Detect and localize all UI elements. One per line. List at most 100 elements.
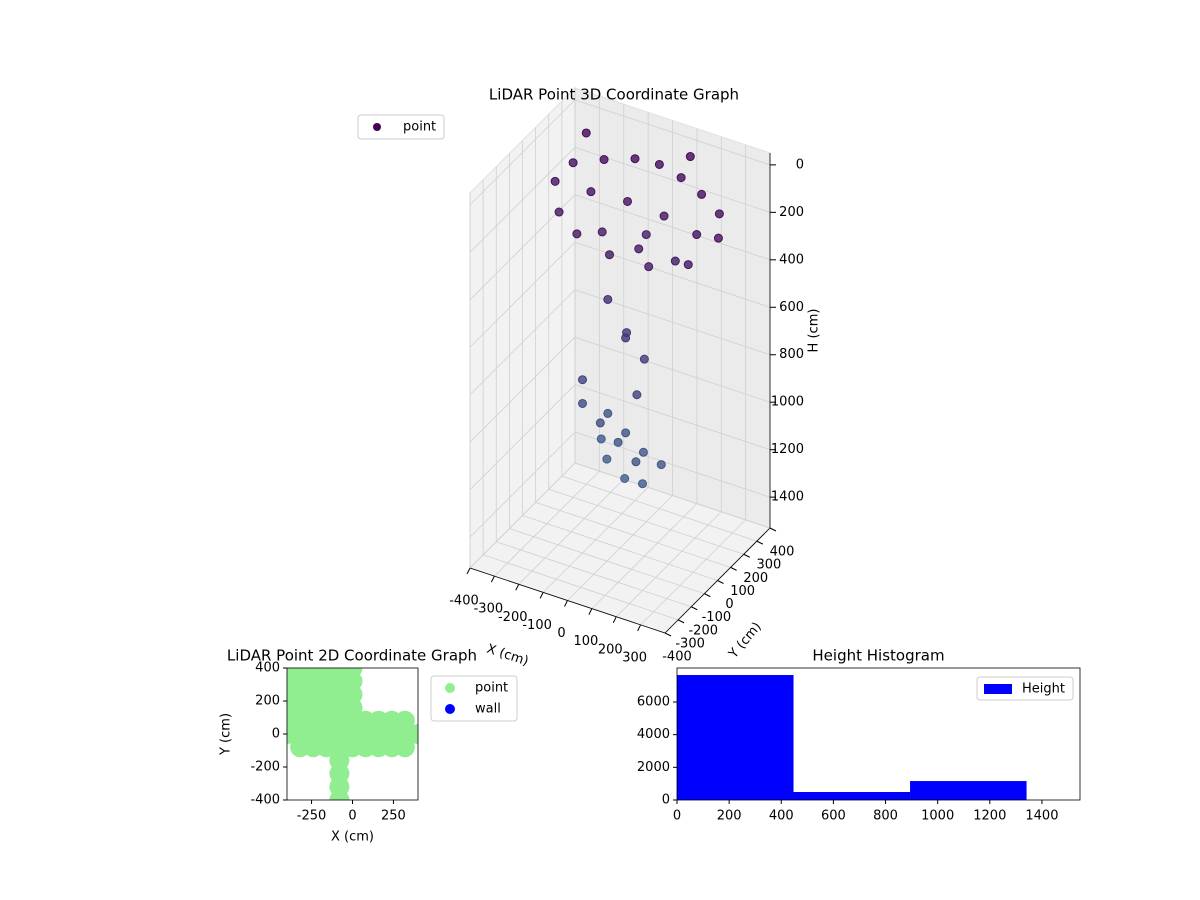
y-tick-label: 400: [770, 545, 795, 560]
grid-line: [469, 241, 576, 348]
y-tick: [717, 580, 724, 584]
y-tick-label: 0: [662, 793, 670, 808]
y-tick: [756, 540, 764, 545]
grid-line: [535, 501, 731, 568]
data-point: [605, 250, 614, 260]
x-tick: [539, 592, 544, 599]
x-axis-label: X (cm): [331, 830, 374, 845]
y-tick-label: 2000: [637, 760, 670, 775]
y-tick: [769, 527, 777, 532]
data-point: [638, 479, 647, 489]
chart-title: LiDAR Point 2D Coordinate Graph: [227, 647, 477, 665]
data-point: [638, 447, 648, 457]
axis-line: [664, 527, 771, 634]
y-tick-label: 200: [743, 571, 768, 586]
x-tick: [564, 600, 568, 607]
y-tick-label: 200: [255, 694, 280, 709]
data-point: [613, 437, 623, 447]
y-tick-label: -400: [662, 650, 692, 665]
x-tick-label: 250: [381, 809, 406, 824]
x-tick: [490, 575, 495, 583]
data-point: [683, 260, 693, 270]
data-point: [623, 196, 632, 206]
x-tick-label: -300: [474, 602, 504, 617]
data-point: [639, 354, 649, 364]
x-tick-label: -400: [449, 594, 479, 609]
x-tick-label: 200: [717, 809, 742, 824]
data-point: [697, 189, 707, 199]
z-tick-label: 1000: [771, 395, 804, 410]
x-tick: [466, 567, 471, 575]
x-tick-label: 1000: [921, 809, 954, 824]
y-tick: [677, 619, 685, 624]
y-tick-label: -200: [688, 623, 718, 638]
x-tick: [515, 584, 520, 591]
data-point: [568, 158, 578, 168]
data-point: [578, 398, 587, 408]
x-tick-label: 0: [348, 809, 356, 824]
data-point: [622, 328, 632, 338]
z-tick-label: 800: [779, 347, 804, 362]
x-tick-label: 300: [622, 650, 647, 665]
data-point: [656, 460, 666, 470]
x-tick-label: 600: [821, 809, 846, 824]
legend-marker: [445, 683, 455, 693]
data-point: [620, 474, 630, 484]
data-point: [595, 418, 605, 428]
legend-label: point: [475, 681, 508, 696]
data-point: [394, 737, 415, 758]
y-tick-label: 0: [725, 597, 733, 612]
grid-line: [482, 554, 679, 621]
data-point: [641, 230, 651, 240]
legend-box: [976, 676, 1074, 701]
grid-line: [469, 147, 576, 253]
legend-marker: [373, 123, 381, 131]
grid-line: [496, 541, 692, 608]
data-point: [654, 159, 664, 169]
data-point: [692, 230, 702, 240]
data-point: [554, 207, 564, 217]
y-tick-label: -100: [702, 610, 732, 625]
grid-line: [574, 336, 771, 403]
y-tick: [691, 606, 698, 611]
data-point: [597, 227, 607, 237]
x-tick-label: 400: [769, 809, 794, 824]
axes-frame: [676, 667, 1081, 801]
data-point: [572, 229, 582, 239]
grid-line: [469, 384, 576, 490]
data-point: [685, 152, 695, 162]
legend-marker: [445, 704, 455, 714]
y-tick-label: 4000: [637, 727, 670, 742]
data-point: [581, 128, 591, 138]
y-tick: [704, 593, 711, 598]
x-tick-label: 100: [573, 634, 598, 649]
data-point: [621, 428, 631, 438]
x-tick-label: -200: [498, 610, 528, 625]
data-point: [644, 262, 654, 272]
z-tick-label: 400: [779, 252, 804, 267]
axis-line: [469, 567, 666, 634]
y-tick-label: -300: [675, 636, 705, 651]
x-tick: [612, 616, 617, 623]
data-point: [603, 294, 613, 304]
data-point: [634, 244, 644, 254]
grid-line: [574, 194, 771, 261]
x-tick-label: 200: [598, 642, 623, 657]
data-point: [659, 211, 669, 221]
grid-line: [574, 384, 771, 451]
y-tick-label: 0: [272, 727, 280, 742]
grid-line: [561, 475, 758, 542]
grid-line: [469, 99, 576, 206]
grid-line: [509, 528, 705, 595]
legend-marker: [984, 684, 1012, 694]
histogram-bar: [793, 791, 911, 800]
data-point: [599, 155, 609, 165]
legend-label: wall: [475, 702, 501, 717]
y-tick-label: 300: [756, 558, 781, 573]
legend-label: Height: [1022, 682, 1065, 697]
x-tick: [637, 624, 642, 632]
y-tick: [730, 566, 737, 571]
chart-title: Height Histogram: [812, 647, 944, 665]
plot-area: [287, 668, 418, 800]
x-tick-label: -250: [297, 809, 327, 824]
